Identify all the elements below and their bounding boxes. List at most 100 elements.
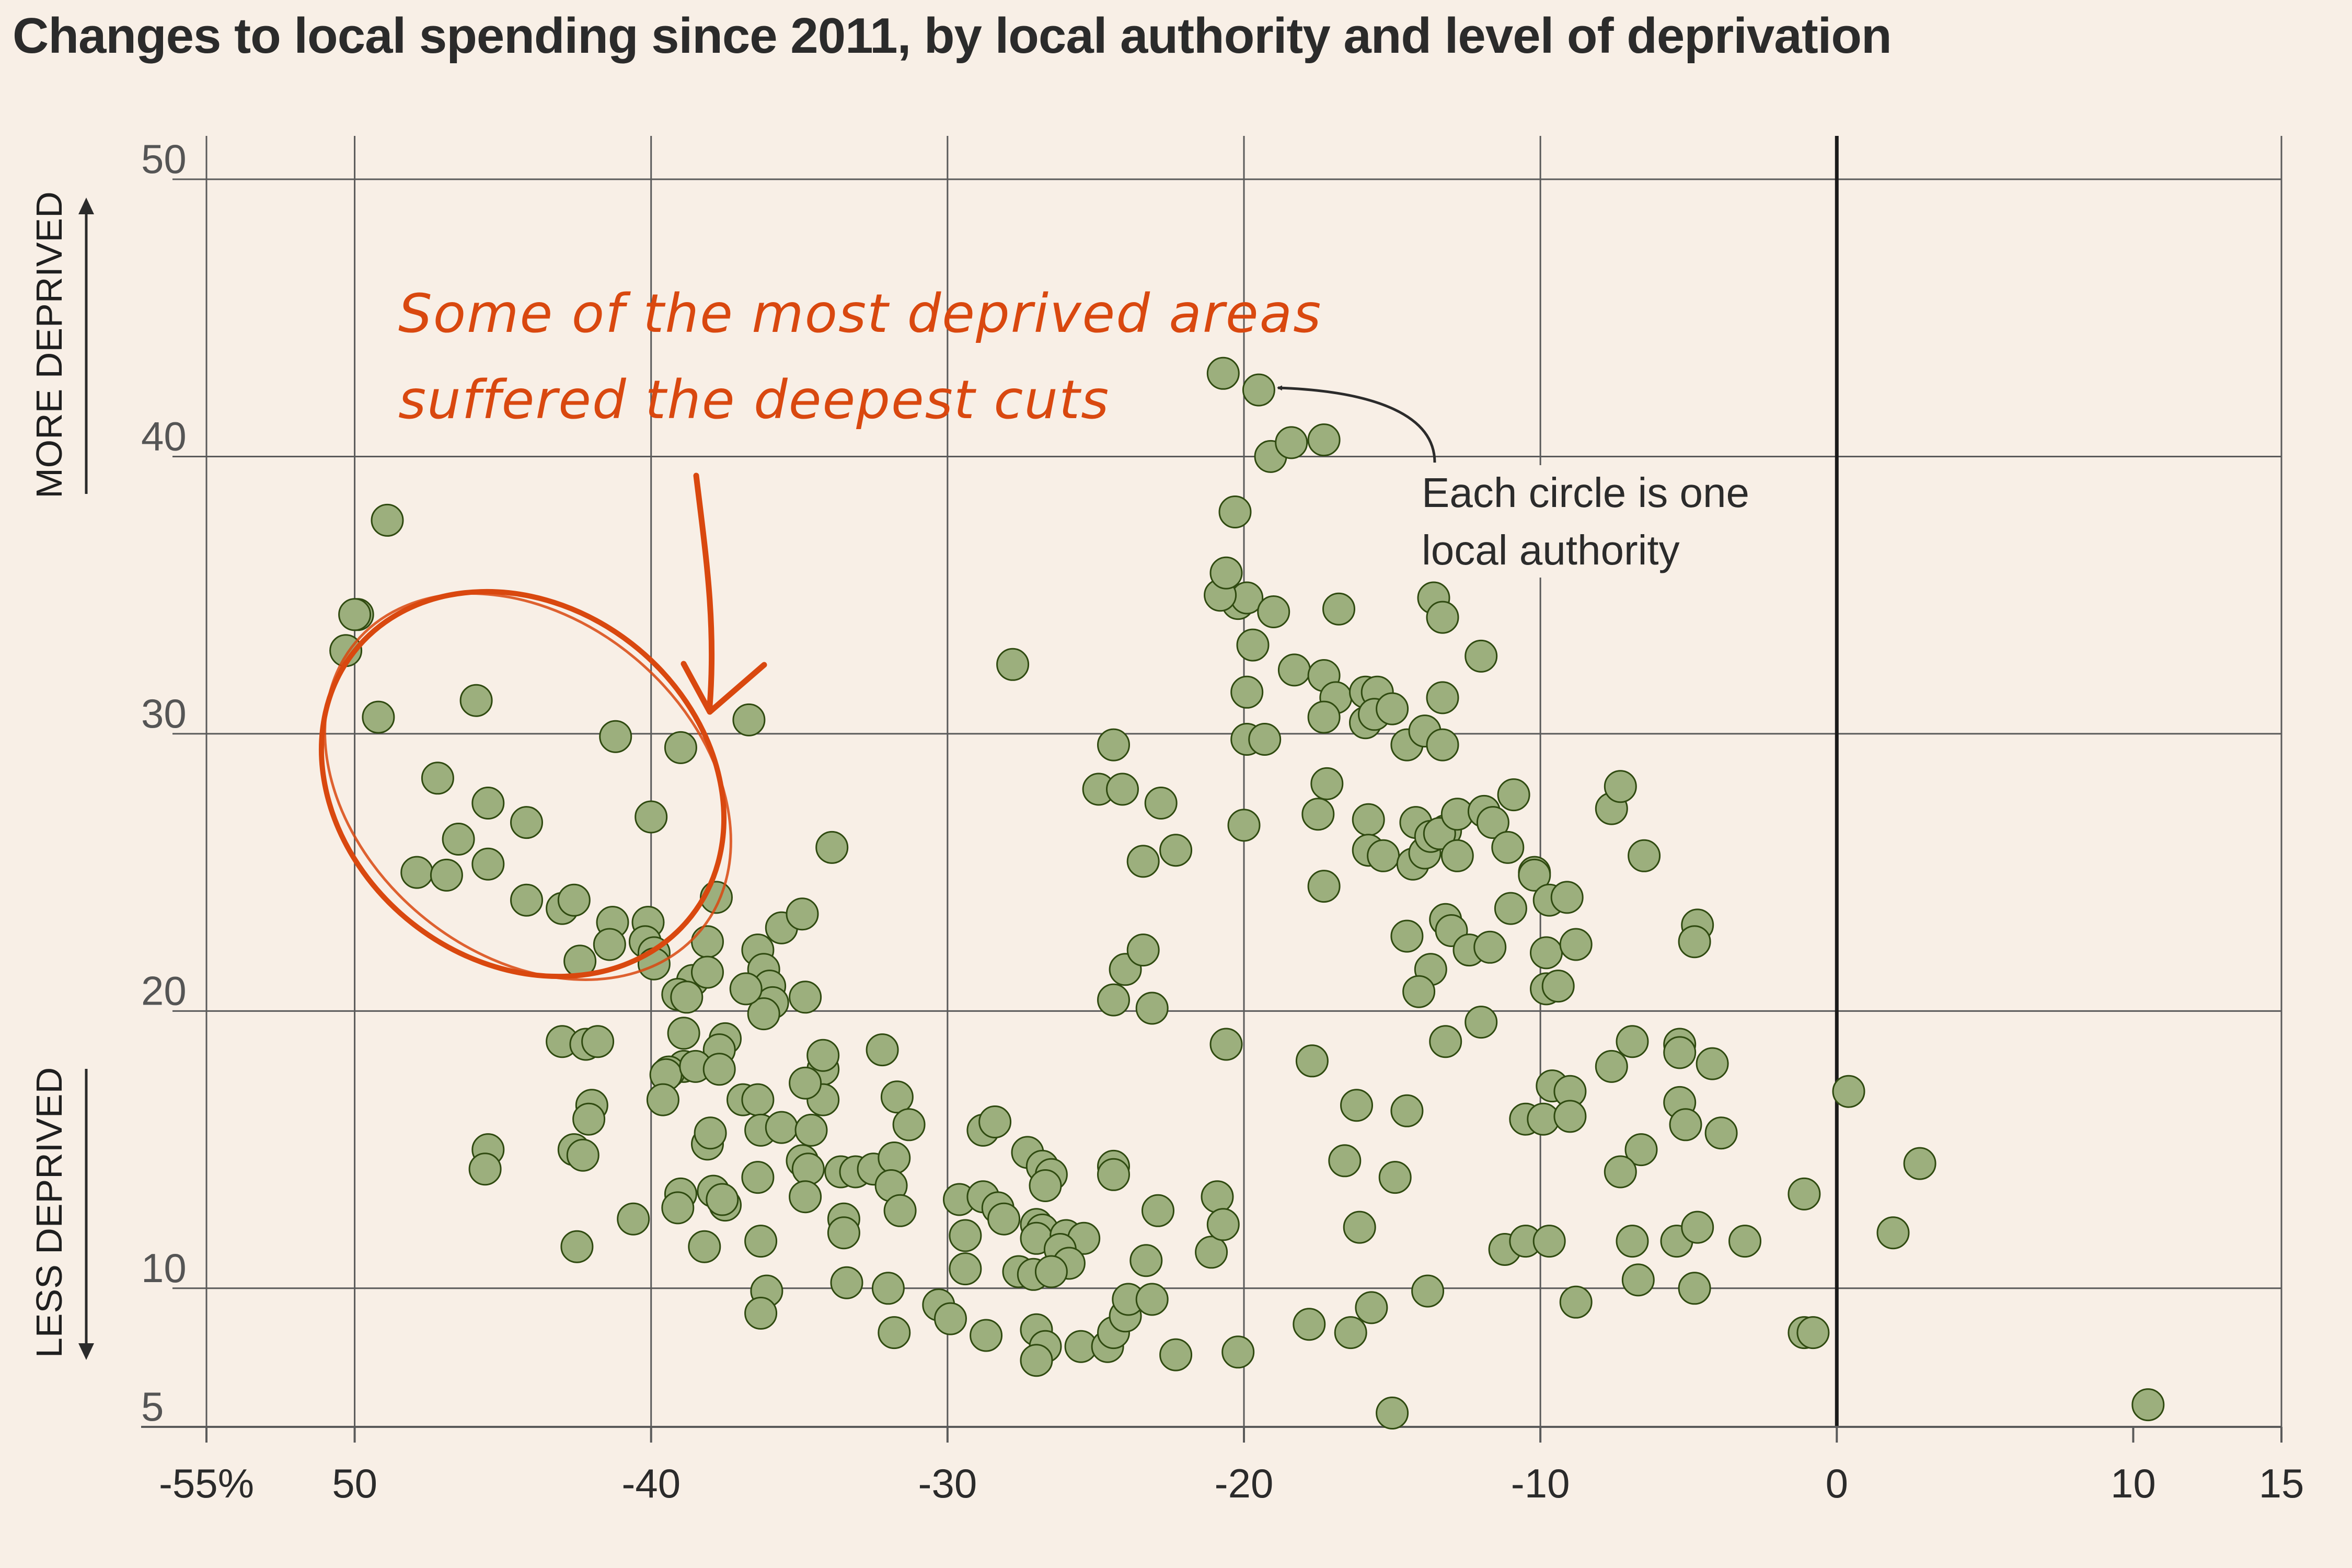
data-point (791, 1152, 825, 1186)
data-point (1248, 723, 1282, 756)
data-point (1343, 1210, 1376, 1244)
data-point (1681, 1210, 1714, 1244)
data-point (691, 955, 724, 989)
x-tick-label: 0 (1826, 1460, 1848, 1506)
points (329, 356, 2165, 1429)
circle-annotation: Each circle is one local authority (1277, 385, 1756, 578)
data-point (1322, 592, 1355, 626)
data-point (1275, 426, 1308, 459)
highlight-ellipse (319, 589, 727, 979)
data-point (866, 1033, 899, 1067)
y-tick-label: 40 (141, 413, 187, 459)
data-point (1788, 1177, 1821, 1210)
data-point (1518, 858, 1551, 892)
highlight-annotation: Some of the most deprived areas suffered… (319, 283, 1321, 981)
data-point (442, 823, 475, 856)
y-tick-label: 5 (141, 1383, 164, 1429)
data-point (741, 1161, 775, 1194)
data-point (949, 1219, 982, 1252)
data-point (1097, 728, 1130, 762)
data-point (1221, 1335, 1255, 1369)
highlight-arrow (693, 472, 715, 709)
data-point (1550, 881, 1584, 914)
data-point (1704, 1116, 1738, 1150)
x-tick-label: 10 (2111, 1460, 2156, 1506)
x-tick-label: -10 (1511, 1460, 1570, 1506)
data-point (1624, 1133, 1658, 1167)
data-point (1376, 692, 1409, 725)
data-point (747, 997, 780, 1031)
data-point (1426, 681, 1459, 714)
more-deprived-label: MORE DEPRIVED (29, 191, 70, 498)
data-point (1129, 1244, 1163, 1277)
less-deprived-group: LESS DEPRIVED (29, 1067, 94, 1360)
data-point (1195, 1236, 1228, 1269)
data-point (667, 1017, 700, 1050)
data-point (1426, 728, 1459, 762)
more-deprived-arrowhead (78, 198, 94, 214)
data-point (1678, 925, 1711, 959)
data-point (1621, 1263, 1655, 1297)
data-point (880, 1080, 914, 1114)
data-point (1218, 495, 1252, 528)
data-point (1209, 1028, 1243, 1061)
y-tick-label: 20 (141, 967, 187, 1013)
data-point (371, 503, 404, 537)
data-point (1277, 653, 1311, 687)
data-point (635, 800, 668, 834)
data-point (646, 1083, 679, 1116)
y-tick-label: 30 (141, 690, 187, 736)
data-point (1473, 930, 1507, 964)
data-point (987, 1202, 1021, 1236)
data-point (1595, 1050, 1628, 1083)
data-point (1832, 1075, 1865, 1108)
data-point (1669, 1108, 1702, 1142)
data-point (421, 762, 454, 795)
data-point (1390, 919, 1424, 953)
data-point (732, 703, 766, 736)
data-point (1201, 1180, 1234, 1214)
data-point (871, 1272, 905, 1305)
data-point (1559, 1285, 1593, 1319)
data-point (1497, 778, 1530, 812)
data-point (1135, 991, 1169, 1025)
data-point (510, 883, 543, 917)
data-point (878, 1142, 911, 1174)
data-point (978, 1105, 1012, 1138)
data-point (1307, 423, 1341, 457)
data-point (1476, 806, 1509, 839)
data-point (1876, 1216, 1910, 1250)
data-point (765, 1111, 798, 1144)
data-point (566, 1138, 599, 1172)
data-point (362, 700, 395, 734)
data-point (1097, 1158, 1130, 1191)
data-point (1728, 1225, 1761, 1258)
y-tick-label: 10 (141, 1245, 187, 1291)
data-point (557, 883, 591, 917)
x-tick-label: 15 (2259, 1460, 2304, 1506)
data-point (688, 1230, 721, 1263)
data-point (1106, 773, 1139, 806)
data-point (338, 598, 372, 631)
data-point (400, 856, 434, 889)
data-point (1559, 928, 1593, 961)
data-point (1034, 1255, 1068, 1288)
data-point (1206, 356, 1240, 390)
data-point (694, 1116, 727, 1150)
data-point (1144, 787, 1178, 820)
x-tick-label: -40 (621, 1460, 681, 1506)
data-point (1465, 639, 1498, 673)
data-point (970, 1319, 1003, 1352)
data-point (1411, 1274, 1445, 1308)
data-point (1301, 798, 1335, 831)
data-point (1159, 1338, 1193, 1371)
data-point (691, 925, 724, 959)
data-point (1135, 1283, 1169, 1316)
y-tick-label: 50 (141, 136, 187, 182)
data-point (741, 1083, 775, 1116)
more-deprived-group: MORE DEPRIVED (29, 191, 94, 499)
highlight-ellipse-outline (324, 592, 732, 981)
data-point (1097, 983, 1130, 1017)
data-point (1293, 1308, 1326, 1341)
